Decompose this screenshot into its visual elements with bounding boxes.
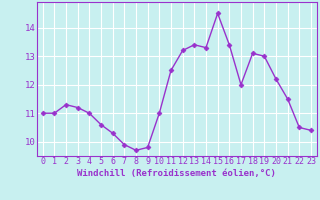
X-axis label: Windchill (Refroidissement éolien,°C): Windchill (Refroidissement éolien,°C) xyxy=(77,169,276,178)
